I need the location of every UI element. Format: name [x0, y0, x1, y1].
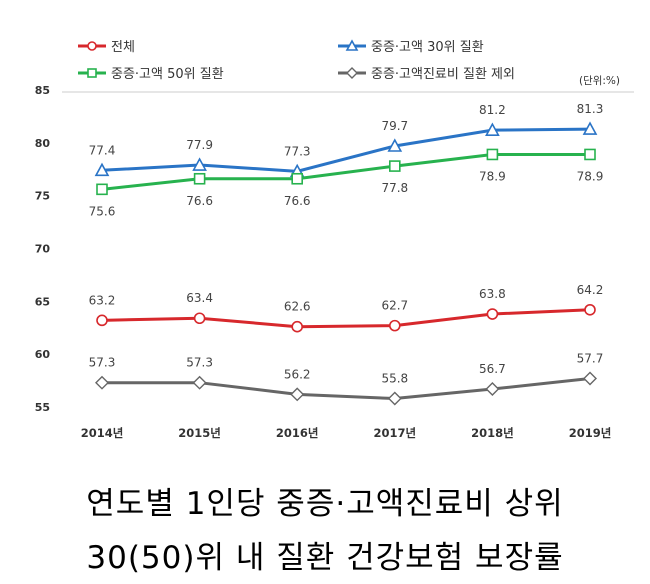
series-line [101, 308, 591, 329]
data-point-circle [96, 314, 108, 327]
legend-marker-triangle [345, 39, 359, 51]
legend-marker-square [87, 68, 97, 78]
data-label: 78.9 [577, 169, 604, 183]
data-point-square [193, 172, 206, 185]
x-tick-label: 2019년 [569, 426, 612, 440]
data-label: 79.7 [381, 119, 408, 133]
data-label: 76.6 [186, 194, 213, 208]
data-point-triangle [387, 138, 403, 152]
data-point-diamond [290, 387, 305, 402]
chart-title-line-1: 연도별 1인당 중증·고액진료비 상위 [86, 486, 564, 522]
data-label: 76.6 [284, 194, 311, 208]
chart-title-line-2: 30(50)위 내 질환 건강보험 보장률 [86, 540, 564, 576]
x-tick-label: 2017년 [374, 426, 417, 440]
data-point-circle [584, 303, 596, 316]
legend-label: 전체 [111, 40, 135, 55]
series-line [102, 376, 591, 401]
data-label: 63.2 [89, 293, 116, 307]
data-point-diamond [192, 375, 207, 390]
data-label: 57.3 [89, 356, 116, 370]
data-point-circle [193, 312, 206, 325]
data-label: 77.4 [89, 143, 116, 157]
data-label: 77.9 [186, 138, 213, 152]
data-label: 57.3 [186, 356, 213, 370]
y-tick-label: 65 [35, 295, 50, 308]
data-point-circle [388, 319, 401, 332]
legend-marker-circle [87, 41, 97, 51]
data-label: 64.2 [577, 283, 604, 297]
data-label: 77.8 [381, 181, 408, 195]
legend-label: 중증·고액진료비 질환 제외 [371, 67, 515, 82]
data-label: 57.7 [577, 351, 604, 365]
data-point-square [584, 148, 596, 161]
legend-label: 중증·고액 50위 질환 [111, 67, 224, 82]
y-tick-label: 60 [35, 348, 51, 361]
data-label: 75.6 [89, 204, 116, 218]
data-label: 55.8 [381, 372, 408, 386]
y-tick-label: 75 [35, 190, 50, 203]
x-tick-label: 2014년 [81, 426, 124, 440]
data-point-square [96, 183, 108, 196]
data-label: 63.4 [186, 291, 213, 305]
data-label: 56.2 [284, 367, 311, 381]
data-point-diamond [387, 391, 402, 406]
unit-label: (단위:%) [579, 74, 620, 87]
data-label: 78.9 [479, 169, 506, 183]
x-tick-label: 2016년 [276, 426, 319, 440]
data-label: 77.3 [284, 144, 311, 158]
series-line [101, 152, 590, 191]
data-point-triangle [192, 157, 207, 171]
data-point-circle [291, 320, 304, 333]
data-label: 81.2 [479, 103, 506, 117]
data-point-circle [486, 308, 499, 320]
y-tick-label: 85 [35, 84, 50, 97]
y-tick-label: 70 [35, 243, 51, 256]
data-point-triangle [94, 162, 110, 177]
data-point-triangle [582, 121, 598, 135]
data-point-square [291, 172, 304, 185]
data-label: 81.3 [577, 102, 604, 116]
legend-label: 중증·고액 30위 질환 [371, 40, 484, 55]
y-tick-label: 55 [35, 401, 50, 414]
data-label: 56.7 [479, 362, 506, 376]
data-label: 62.7 [381, 299, 408, 313]
y-tick-label: 80 [35, 137, 51, 150]
x-tick-label: 2015년 [178, 426, 221, 440]
data-point-square [486, 148, 499, 161]
data-point-diamond [485, 382, 500, 397]
data-label: 62.6 [284, 300, 311, 314]
data-point-square [388, 160, 401, 172]
data-point-triangle [485, 122, 500, 136]
data-label: 63.8 [479, 287, 506, 301]
series-line [101, 127, 591, 173]
x-tick-label: 2018년 [471, 426, 514, 440]
data-point-diamond [95, 375, 109, 390]
legend-marker-diamond [346, 67, 358, 79]
data-point-diamond [583, 371, 597, 386]
